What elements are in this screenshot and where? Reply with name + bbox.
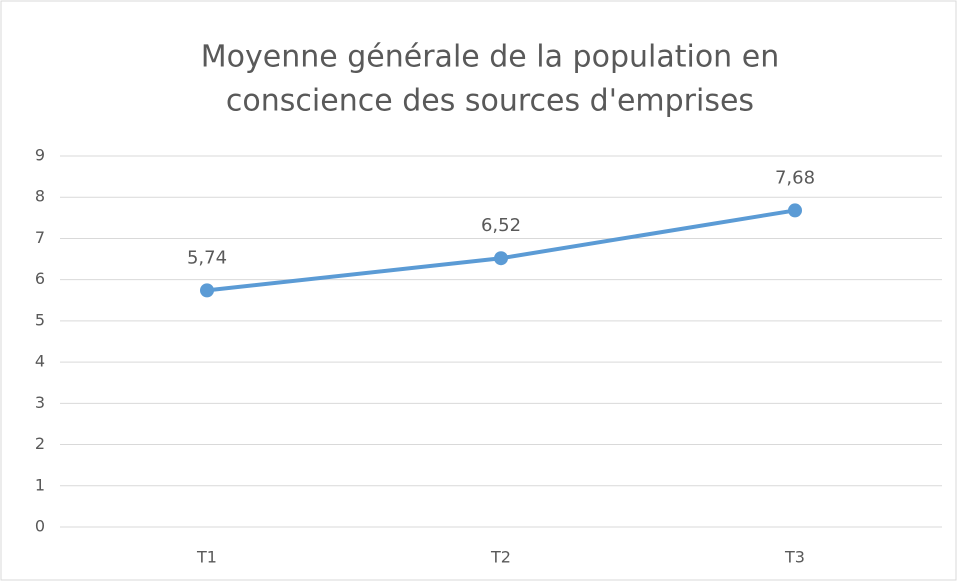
y-tick-label: 9 — [35, 146, 45, 165]
y-tick-label: 2 — [35, 434, 45, 453]
data-point — [788, 203, 802, 218]
data-point — [494, 251, 508, 266]
x-tick-label: T3 — [784, 548, 805, 567]
data-label: 6,52 — [481, 215, 521, 236]
y-tick-label: 4 — [35, 352, 45, 371]
data-label: 7,68 — [775, 167, 815, 188]
chart-title: conscience des sources d'emprises — [226, 84, 754, 119]
y-tick-label: 1 — [35, 475, 45, 494]
y-tick-label: 8 — [35, 187, 45, 206]
y-tick-label: 6 — [35, 269, 45, 288]
x-tick-label: T1 — [196, 548, 217, 567]
x-tick-label: T2 — [490, 548, 511, 567]
data-point — [200, 283, 214, 298]
y-tick-label: 7 — [35, 228, 45, 247]
y-tick-label: 0 — [35, 517, 45, 536]
y-tick-label: 3 — [35, 393, 45, 412]
chart-title: Moyenne générale de la population en — [201, 40, 779, 75]
y-tick-label: 5 — [35, 310, 45, 329]
data-label: 5,74 — [187, 247, 227, 268]
